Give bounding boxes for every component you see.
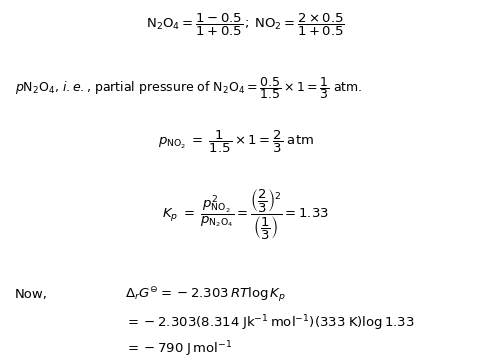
Text: $\mathrm{N_2O_4} = \dfrac{1-0.5}{1+0.5}\,;\,\mathrm{NO_2} = \dfrac{2\times0.5}{1: $\mathrm{N_2O_4} = \dfrac{1-0.5}{1+0.5}\… <box>146 12 345 38</box>
Text: $K_p\;=\;\dfrac{p^2_{\mathrm{NO_2}}}{p_{\mathrm{N_2O_4}}}=\dfrac{\left(\dfrac{2}: $K_p\;=\;\dfrac{p^2_{\mathrm{NO_2}}}{p_{… <box>162 188 329 242</box>
Text: Now,: Now, <box>15 288 48 301</box>
Text: $= -2.303(8.314\;\mathrm{Jk^{-1}\,mol^{-1}})(333\;\mathrm{K})\log 1.33$: $= -2.303(8.314\;\mathrm{Jk^{-1}\,mol^{-… <box>125 313 415 333</box>
Text: $p_{\mathrm{NO_2}}\;=\;\dfrac{1}{1.5}\times 1=\dfrac{2}{3}$ atm: $p_{\mathrm{NO_2}}\;=\;\dfrac{1}{1.5}\ti… <box>158 129 314 155</box>
Text: $= -790\;\mathrm{J\,mol^{-1}}$: $= -790\;\mathrm{J\,mol^{-1}}$ <box>125 339 232 358</box>
Text: $\Delta_r G^{\ominus} = -2.303\,RT\log K_p$: $\Delta_r G^{\ominus} = -2.303\,RT\log K… <box>125 285 286 304</box>
Text: $p\mathrm{N_2O_4}$, $i.e.$, partial pressure of $\mathrm{N_2O_4} = \dfrac{0.5}{1: $p\mathrm{N_2O_4}$, $i.e.$, partial pres… <box>15 75 362 101</box>
